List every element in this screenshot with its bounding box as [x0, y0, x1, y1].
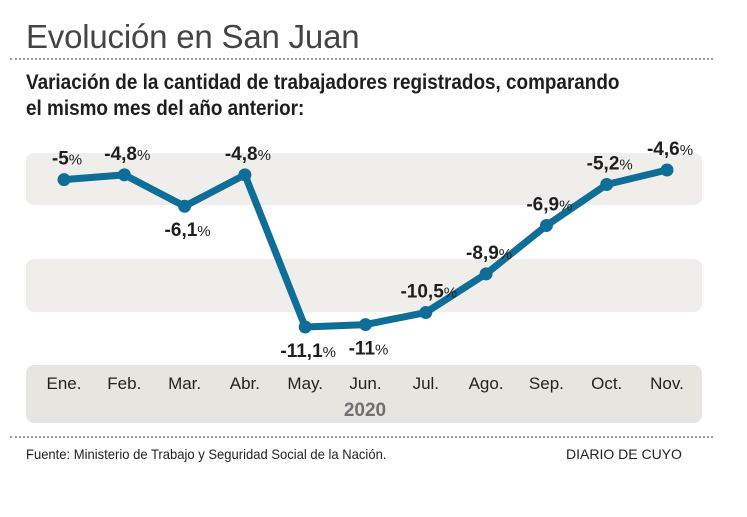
data-point — [238, 168, 252, 182]
chart-title: Evolución en San Juan — [26, 18, 360, 55]
data-point — [479, 267, 493, 281]
x-axis-tick-label: Sep. — [529, 374, 564, 393]
x-axis-tick-label: Jun. — [349, 374, 381, 393]
data-label: -6,1% — [165, 220, 211, 241]
data-point — [298, 320, 312, 334]
bottom-divider — [10, 436, 713, 438]
top-divider — [10, 58, 713, 60]
data-point — [419, 306, 433, 320]
x-axis-tick-label: May. — [287, 374, 323, 393]
x-axis-tick-label: Ago. — [469, 374, 504, 393]
data-point — [600, 177, 614, 191]
data-point — [117, 168, 131, 182]
data-label: -11% — [349, 339, 389, 360]
subtitle-line-1: Variación de la cantidad de trabajadores… — [26, 71, 620, 94]
data-point — [539, 219, 553, 233]
data-point — [57, 173, 71, 187]
data-point — [178, 199, 192, 213]
subtitle-line-2: el mismo mes del año anterior: — [26, 97, 305, 120]
source-note: Fuente: Ministerio de Trabajo y Segurida… — [26, 446, 387, 462]
data-label: -6,9% — [526, 195, 572, 216]
x-axis-tick-labels: Ene. Feb. Mar. Abr. May. Jun. Jul. Ago. Sep. Oct.… — [47, 374, 684, 393]
data-point — [660, 163, 674, 177]
data-label: -5% — [52, 149, 82, 170]
data-label: -4,8% — [225, 144, 271, 165]
data-label: -4,6% — [647, 139, 693, 160]
data-label: -10,5% — [400, 282, 457, 303]
data-points — [57, 163, 674, 334]
x-axis-tick-label: Abr. — [230, 374, 260, 393]
x-axis-band — [26, 365, 702, 423]
data-label: -4,8% — [104, 144, 150, 165]
x-axis-tick-label: Nov. — [650, 374, 684, 393]
background-band-upper — [26, 153, 702, 205]
x-axis-tick-label: Feb. — [107, 374, 141, 393]
data-label: -5,2% — [587, 153, 633, 174]
data-labels: -5% -4,8% -6,1% -4,8% -11,1% -11% -10,5% -8,9% -… — [52, 139, 693, 362]
x-axis-tick-label: Oct. — [591, 374, 622, 393]
x-axis-tick-label: Ene. — [47, 374, 82, 393]
x-axis-tick-label: Jul. — [413, 374, 439, 393]
data-label: -8,9% — [466, 243, 512, 264]
data-point — [359, 318, 372, 332]
publisher-brand: DIARIO DE CUYO — [566, 446, 682, 462]
chart-subtitle: Variación de la cantidad de trabajadores… — [26, 70, 656, 122]
x-axis-tick-label: Mar. — [168, 374, 201, 393]
data-label: -11,1% — [280, 341, 336, 362]
x-axis-year-label: 2020 — [344, 400, 386, 421]
background-band-middle — [26, 259, 702, 312]
